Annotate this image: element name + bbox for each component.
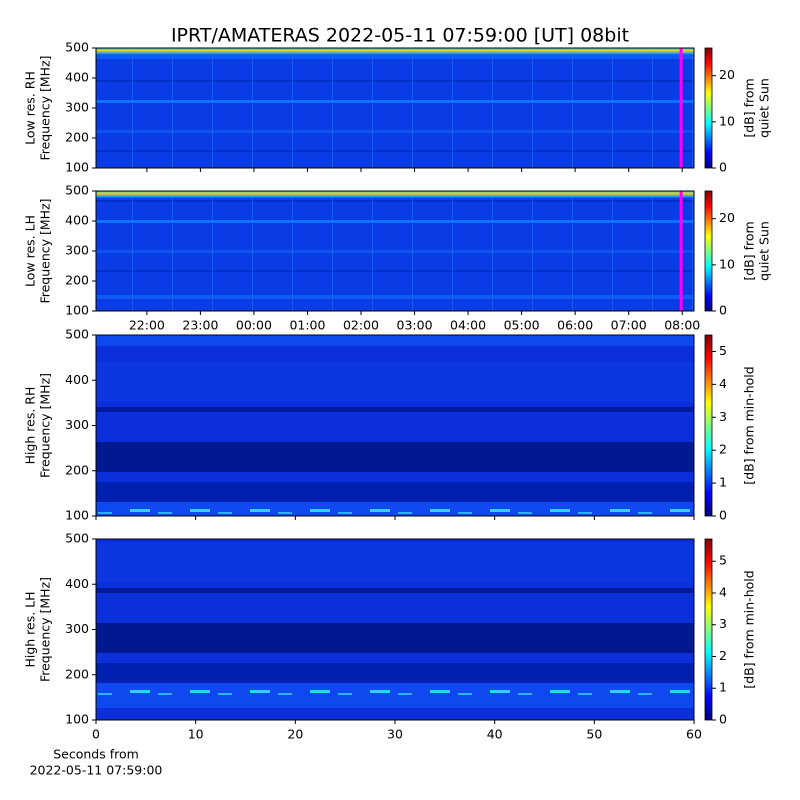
x-axis-label: Seconds from xyxy=(53,747,139,762)
x-tick-label: 02:00 xyxy=(343,318,379,333)
colorbar-tick-label: 20 xyxy=(719,210,735,225)
y-tick-label: 500 xyxy=(65,40,89,55)
spectrogram-band xyxy=(96,191,694,311)
colorbar-tick-label: 0 xyxy=(719,508,727,523)
colorbar-tick-label: 3 xyxy=(719,616,727,631)
x-tick-label: 07:00 xyxy=(611,318,647,333)
colorbar-tick-label: 0 xyxy=(719,160,727,175)
colorbar-tick-label: 3 xyxy=(719,409,727,424)
y-tick-label: 400 xyxy=(65,372,89,387)
colorbar-label: quiet Sun xyxy=(757,78,772,138)
spectrogram-image xyxy=(96,539,694,720)
y-tick-label: 100 xyxy=(65,303,89,318)
x-tick-label: 23:00 xyxy=(182,318,218,333)
spectrogram-band xyxy=(96,48,694,168)
x-tick-label: 01:00 xyxy=(289,318,325,333)
x-tick-label: 50 xyxy=(586,727,602,742)
y-tick-label: 400 xyxy=(65,213,89,228)
y-tick-label: 100 xyxy=(65,712,89,727)
colorbar xyxy=(704,47,713,169)
y-tick-label: 500 xyxy=(65,531,89,546)
colorbar-tick-label: 1 xyxy=(719,680,727,695)
colorbar-tick-label: 4 xyxy=(719,376,727,391)
x-tick-label: 60 xyxy=(686,727,702,742)
y-tick-label: 300 xyxy=(65,417,89,432)
y-axis-label: Frequency [MHz] xyxy=(38,55,53,160)
x-tick-label: 22:00 xyxy=(129,318,165,333)
colorbar-tick-label: 0 xyxy=(719,303,727,318)
colorbar-tick-label: 2 xyxy=(719,648,727,663)
colorbar-label: [dB] from xyxy=(742,221,757,280)
colorbar-label: [dB] from xyxy=(742,78,757,137)
x-tick-label: 40 xyxy=(487,727,503,742)
x-tick-label: 08:00 xyxy=(664,318,700,333)
y-tick-label: 100 xyxy=(65,160,89,175)
y-tick-label: 400 xyxy=(65,70,89,85)
y-axis-label: High res. RH xyxy=(23,387,38,465)
spectrogram-image xyxy=(96,335,694,516)
colorbar-tick-label: 5 xyxy=(719,553,727,568)
y-axis-label: Frequency [MHz] xyxy=(38,373,53,478)
y-tick-label: 200 xyxy=(65,130,89,145)
colorbar-label: quiet Sun xyxy=(757,221,772,281)
colorbar-tick-label: 5 xyxy=(719,343,727,358)
x-tick-label: 20 xyxy=(287,727,303,742)
x-tick-label: 06:00 xyxy=(557,318,593,333)
colorbar xyxy=(704,538,713,721)
y-tick-label: 300 xyxy=(65,100,89,115)
x-tick-label: 05:00 xyxy=(504,318,540,333)
y-tick-label: 100 xyxy=(65,508,89,523)
y-tick-label: 500 xyxy=(65,183,89,198)
x-tick-label: 0 xyxy=(92,727,100,742)
y-axis-label: Low res. LH xyxy=(23,215,38,287)
y-axis-label: Low res. RH xyxy=(23,71,38,145)
colorbar-label: [dB] from min-hold xyxy=(742,570,757,688)
x-tick-label: 30 xyxy=(387,727,403,742)
y-axis-label: Frequency [MHz] xyxy=(38,577,53,682)
colorbar-tick-label: 0 xyxy=(719,712,727,727)
colorbar-label: [dB] from min-hold xyxy=(742,366,757,484)
chart-title: IPRT/AMATERAS 2022-05-11 07:59:00 [UT] 0… xyxy=(171,25,629,47)
colorbar-tick-label: 20 xyxy=(719,67,735,82)
colorbar-tick-label: 1 xyxy=(719,475,727,490)
y-axis-label: High res. LH xyxy=(23,591,38,667)
colorbar xyxy=(704,334,713,517)
colorbar-tick-label: 10 xyxy=(719,113,735,128)
y-tick-label: 200 xyxy=(65,462,89,477)
colorbar xyxy=(704,190,713,312)
y-tick-label: 300 xyxy=(65,243,89,258)
x-tick-label: 10 xyxy=(188,727,204,742)
y-tick-label: 200 xyxy=(65,273,89,288)
colorbar-tick-label: 10 xyxy=(719,256,735,271)
colorbar-tick-label: 2 xyxy=(719,442,727,457)
x-tick-label: 03:00 xyxy=(397,318,433,333)
y-tick-label: 200 xyxy=(65,666,89,681)
y-axis-label: Frequency [MHz] xyxy=(38,198,53,303)
x-tick-label: 04:00 xyxy=(450,318,486,333)
colorbar-tick-label: 4 xyxy=(719,584,727,599)
x-tick-label: 00:00 xyxy=(236,318,272,333)
y-tick-label: 500 xyxy=(65,327,89,342)
x-axis-label: 2022-05-11 07:59:00 xyxy=(30,763,163,778)
y-tick-label: 400 xyxy=(65,576,89,591)
y-tick-label: 300 xyxy=(65,621,89,636)
